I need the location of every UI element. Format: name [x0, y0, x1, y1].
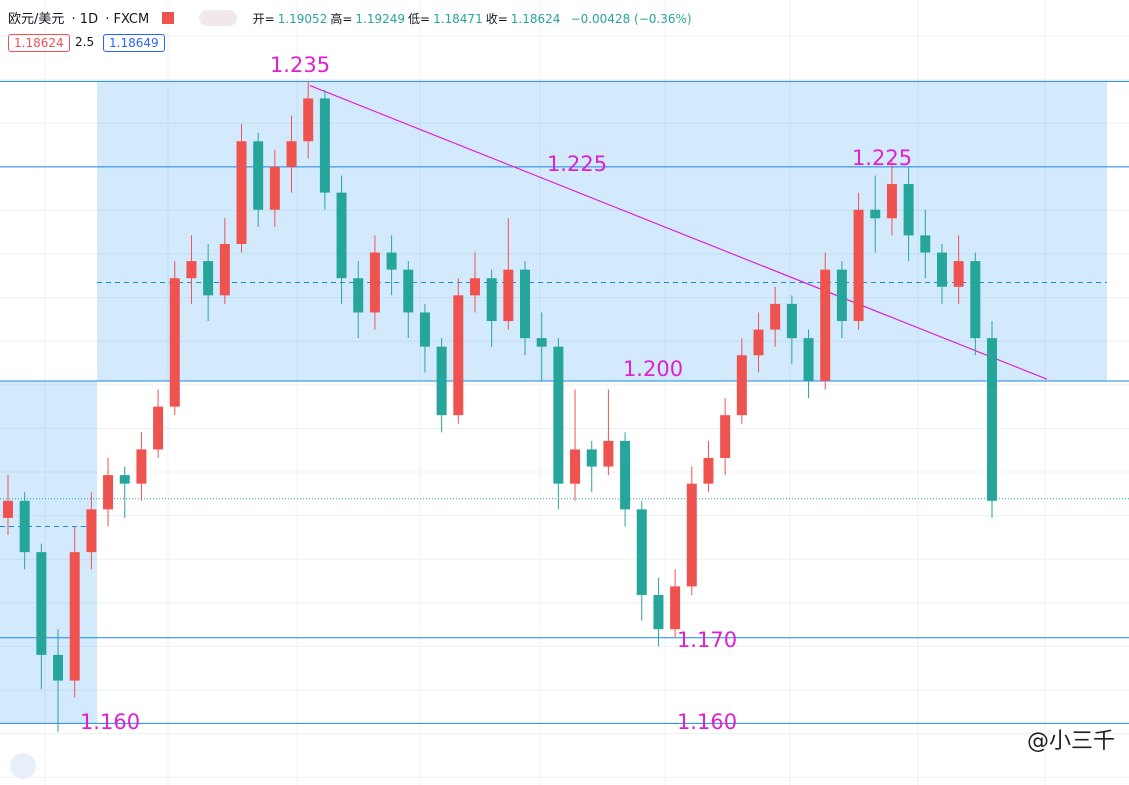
candle-body — [953, 261, 964, 287]
candle-body — [486, 278, 497, 322]
candle-body — [3, 500, 13, 518]
candle-body — [703, 457, 714, 484]
annotation: 1.200 — [623, 357, 683, 381]
candle-body — [570, 449, 581, 484]
candle-body — [186, 261, 197, 279]
candle-body — [903, 184, 914, 236]
candle-body — [436, 346, 447, 416]
candle-body — [303, 98, 314, 142]
ohlc-label: 开= — [252, 12, 275, 26]
candle-body — [936, 252, 947, 287]
zone — [97, 81, 1107, 381]
header: 欧元/美元 · 1D · FXCM 开= 1.19052 高= 1.19249 低= 1.… — [8, 10, 692, 27]
trendline — [309, 85, 1048, 380]
ohlc-value: 1.18624 — [510, 12, 561, 26]
candle-body — [219, 243, 230, 296]
candle-body — [469, 278, 480, 296]
annotation: 1.225 — [547, 152, 607, 176]
flag[interactable] — [162, 12, 175, 24]
candle-body — [419, 312, 430, 347]
candle-body — [853, 209, 864, 322]
candle-body — [720, 415, 731, 458]
candle-body — [770, 303, 781, 330]
candle-body — [453, 295, 464, 416]
candle-body — [553, 346, 564, 484]
candle-body — [403, 269, 414, 313]
candle-body — [136, 449, 147, 484]
ohlc: 开= 1.19052 高= 1.19249 低= 1.18471 收= 1.18624 — [253, 12, 564, 26]
annotation: 1.160 — [677, 710, 737, 734]
candle-body — [753, 329, 764, 356]
source: FXCM — [113, 12, 150, 27]
spread: 2.5 — [75, 35, 95, 49]
candle-body — [636, 509, 647, 595]
change: −0.00428 (−0.36%) — [570, 12, 692, 26]
symbol: 欧元/美元 — [8, 12, 65, 27]
candle-body — [19, 500, 30, 553]
candle-body — [820, 269, 831, 381]
candle-body — [536, 338, 547, 347]
candle-body — [987, 338, 997, 501]
candle-body — [153, 406, 164, 450]
candle-body — [203, 261, 214, 296]
candle-body — [620, 440, 631, 510]
watermark: @小三千 — [1026, 729, 1115, 754]
candle-body — [286, 141, 297, 167]
candle-body — [386, 252, 397, 270]
candle-body — [169, 278, 180, 407]
candle-body — [319, 98, 330, 193]
ohlc-label: 收= — [485, 12, 508, 26]
ohlc-value: 1.19249 — [355, 12, 406, 26]
candle-body — [520, 269, 531, 339]
candle-body — [886, 184, 897, 219]
candle-body — [369, 252, 380, 313]
candle-body — [586, 449, 597, 467]
ohlc-label: 低= — [408, 12, 431, 26]
candle-body — [336, 192, 347, 279]
candle-body — [86, 509, 97, 553]
candle-body — [686, 483, 697, 587]
ohlc-label: 高= — [330, 12, 353, 26]
candle-body — [603, 440, 614, 467]
candle-body — [670, 586, 681, 630]
candle-body — [119, 475, 130, 484]
annotation: 1.160 — [80, 710, 140, 734]
candle-body — [103, 475, 114, 510]
annotation: 1.235 — [270, 53, 330, 77]
candle-body — [836, 269, 847, 322]
candle-body — [803, 338, 814, 381]
candle-body — [653, 594, 664, 630]
candle-body — [69, 552, 80, 681]
candle-body — [736, 355, 747, 416]
candle-body — [353, 278, 364, 313]
candle-body — [786, 303, 797, 339]
zone — [0, 380, 97, 724]
candle-body — [253, 141, 264, 210]
annotation: 1.170 — [677, 628, 737, 652]
candle-body — [269, 166, 280, 210]
candle-body — [870, 209, 881, 219]
annotation: 1.225 — [852, 146, 912, 170]
interval[interactable]: 1D — [79, 12, 99, 27]
candle-body — [236, 141, 247, 244]
candle-body — [36, 552, 47, 655]
logo[interactable] — [10, 753, 36, 779]
candle-body — [53, 654, 64, 681]
ohlc-value: 1.19052 — [277, 12, 328, 26]
ohlc-value: 1.18471 — [433, 12, 483, 26]
candle-body — [920, 235, 931, 253]
candle-body — [970, 261, 981, 339]
candle-body — [503, 269, 514, 322]
sell-price[interactable]: 1.18624 — [8, 34, 70, 52]
buy-price[interactable]: 1.18649 — [103, 34, 165, 52]
toggle[interactable] — [198, 10, 237, 26]
